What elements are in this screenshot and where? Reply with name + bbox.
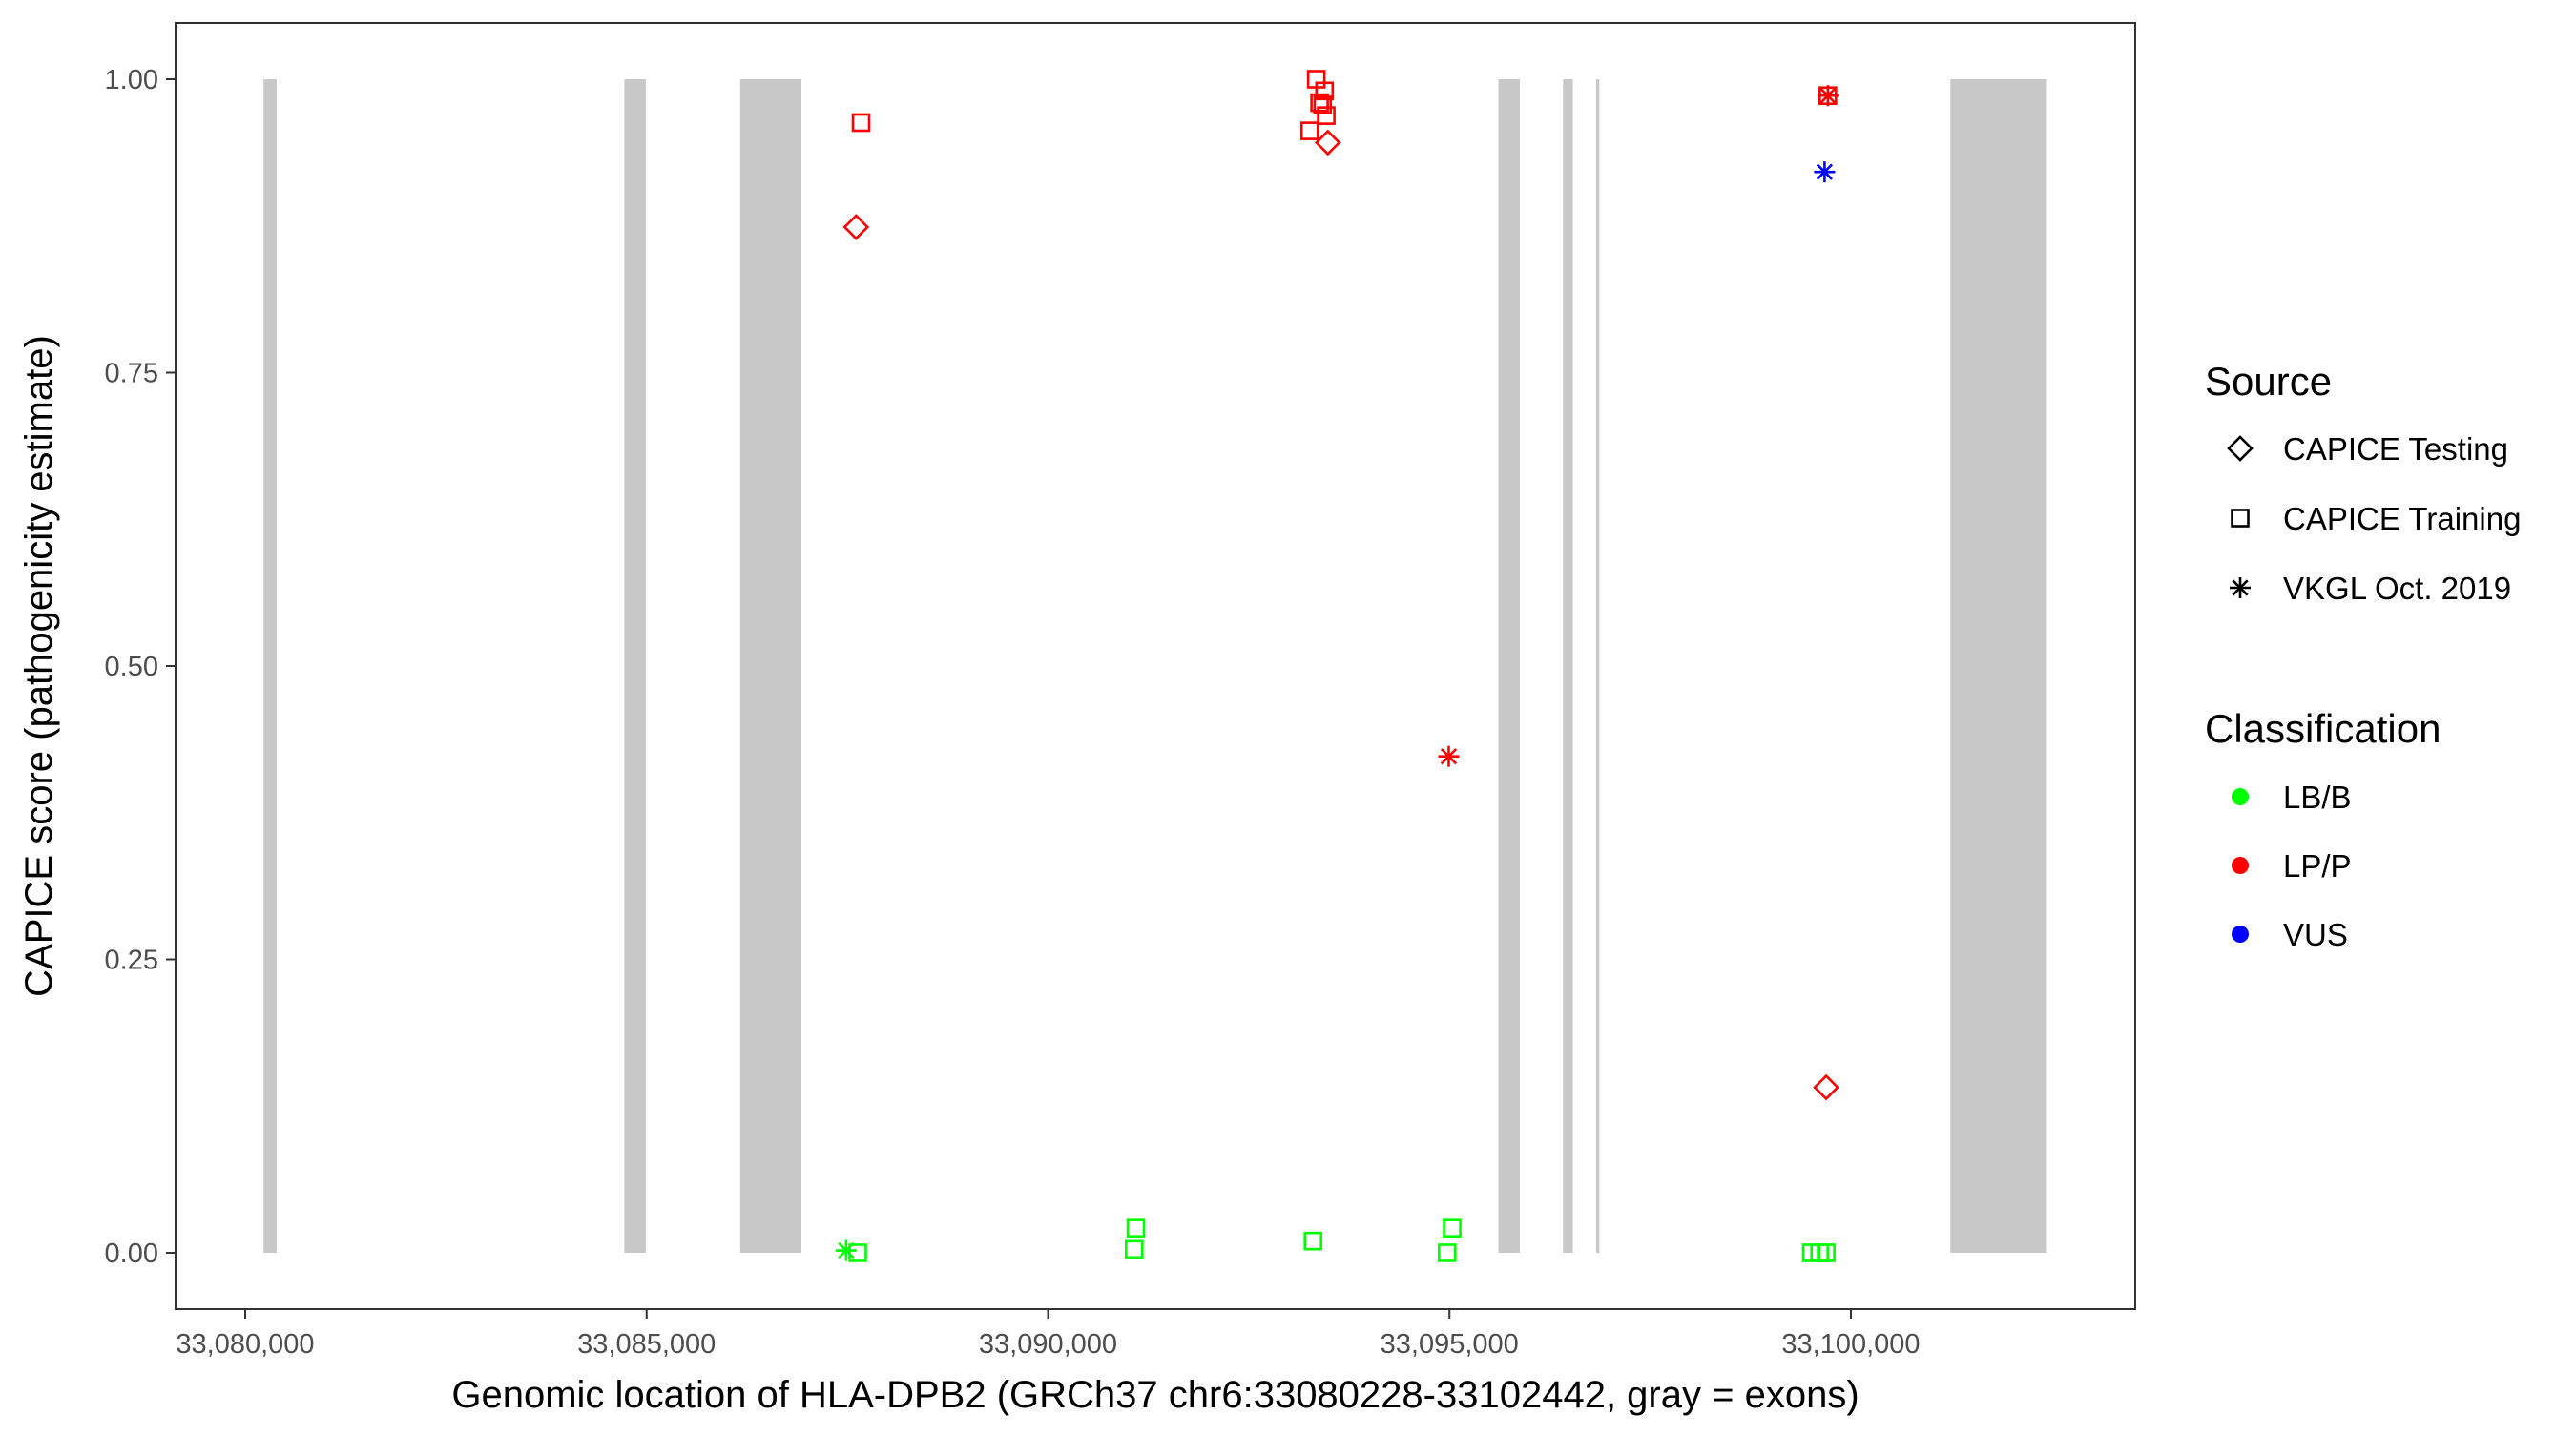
- legend-key-diamond: [2227, 435, 2254, 462]
- data-point-stroke: [1819, 87, 1837, 104]
- data-point: [851, 113, 871, 133]
- y-tick-label: 0.25: [105, 946, 158, 976]
- data-point: [1438, 745, 1460, 767]
- x-axis-title: Genomic location of HLA-DPB2 (GRCh37 chr…: [451, 1374, 1859, 1416]
- x-tick-label: 33,080,000: [176, 1329, 314, 1360]
- data-point: [1310, 93, 1329, 113]
- data-point-diamond: [1813, 1073, 1839, 1101]
- data-point: [1126, 1218, 1146, 1238]
- exon-band: [263, 79, 277, 1253]
- data-point: [1313, 95, 1333, 114]
- x-axis: 33,080,000 33,085,000 33,090,000 33,095,000…: [176, 1309, 1921, 1360]
- data-point: [1817, 1243, 1836, 1262]
- y-tick-label: 0.75: [105, 359, 158, 389]
- legend-key-dot: [2232, 926, 2249, 943]
- exon-band: [1950, 79, 2047, 1253]
- data-point: [1443, 1218, 1462, 1238]
- x-tick-label: 33,095,000: [1381, 1329, 1519, 1360]
- legend-label: VUS: [2283, 917, 2348, 952]
- data-point: [1813, 1073, 1839, 1101]
- y-tick-label: 0.50: [105, 652, 158, 682]
- legend-label: LB/B: [2283, 780, 2352, 815]
- data-point: [835, 1239, 857, 1261]
- data-point-square: [1315, 81, 1335, 101]
- y-tick-label: 0.00: [105, 1238, 158, 1269]
- legend-label: VKGL Oct. 2019: [2283, 571, 2511, 606]
- legend-key-asterisk-stroke: [2232, 579, 2249, 596]
- data-point-stroke: [1440, 748, 1458, 765]
- exon-band: [624, 79, 646, 1253]
- data-point: [1299, 121, 1319, 140]
- data-point: [1317, 106, 1336, 125]
- legend-key-asterisk: [2230, 577, 2251, 598]
- exon-band: [1498, 79, 1521, 1253]
- data-point-stroke: [1816, 163, 1834, 180]
- data-point: [1124, 1239, 1144, 1259]
- data-point-square: [848, 1243, 867, 1262]
- legend-key-square-square: [2231, 509, 2250, 528]
- data-point-square: [1126, 1218, 1146, 1238]
- legend-label: CAPICE Training: [2283, 501, 2521, 536]
- y-axis-title: CAPICE score (pathogenicity estimate): [18, 335, 60, 997]
- data-point-diamond: [842, 214, 870, 240]
- x-tick-label: 33,100,000: [1781, 1329, 1920, 1360]
- y-tick-label: 1.00: [105, 65, 158, 95]
- data-point: [1314, 129, 1341, 156]
- exon-band: [1563, 79, 1573, 1253]
- data-point-square: [1303, 1231, 1322, 1251]
- data-point-square: [1310, 93, 1329, 113]
- data-point-square: [1124, 1239, 1144, 1259]
- data-point: [1438, 1243, 1457, 1262]
- data-point: [1814, 161, 1836, 183]
- data-point-square: [1317, 106, 1336, 125]
- data-point-square: [1443, 1218, 1462, 1238]
- legend-classification-title: Classification: [2205, 706, 2441, 751]
- legend-label: CAPICE Testing: [2283, 431, 2508, 467]
- x-tick-label: 33,090,000: [979, 1329, 1117, 1360]
- exon-bands: [263, 79, 2047, 1253]
- data-points: [835, 70, 1839, 1262]
- data-point: [1315, 81, 1335, 101]
- data-point-square: [851, 113, 871, 133]
- legend-key-dot: [2232, 857, 2249, 874]
- data-point-square: [1438, 1243, 1457, 1262]
- legend: Source Classification CAPICE Testing CAPI…: [2205, 359, 2521, 952]
- legend-key-diamond-diamond: [2227, 435, 2254, 462]
- exon-band: [739, 79, 801, 1253]
- data-point: [1817, 85, 1839, 107]
- legend-label: LP/P: [2283, 848, 2352, 884]
- data-point-square: [1313, 95, 1333, 114]
- data-point: [1303, 1231, 1322, 1251]
- data-point-square: [1817, 1243, 1836, 1262]
- x-tick-label: 33,085,000: [577, 1329, 716, 1360]
- data-point-diamond: [1314, 129, 1341, 156]
- data-point-square: [1299, 121, 1319, 140]
- y-axis: 0.00 0.25 0.50 0.75 1.00: [105, 65, 176, 1269]
- data-point: [842, 214, 870, 240]
- legend-source-title: Source: [2205, 359, 2332, 404]
- plot-panel-border: [175, 22, 2136, 1310]
- legend-key-dot: [2232, 788, 2249, 805]
- legend-key-square: [2231, 509, 2250, 528]
- data-point: [848, 1243, 867, 1262]
- exon-band: [1595, 79, 1600, 1253]
